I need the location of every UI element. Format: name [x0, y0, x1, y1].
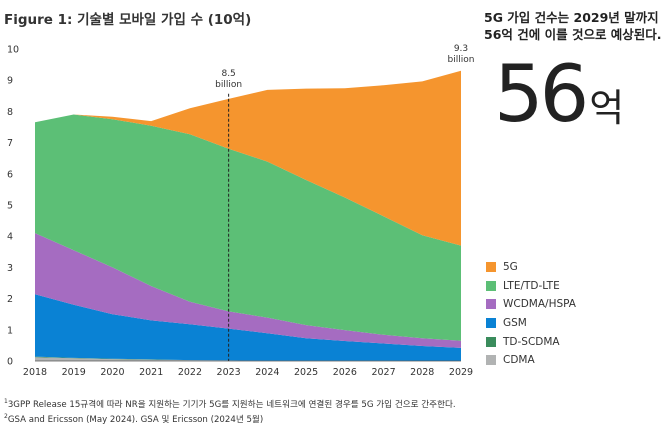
y-tick-label: 5 [7, 201, 13, 212]
y-tick-label: 7 [7, 138, 13, 149]
series-area-wcdma-hspa [35, 233, 461, 348]
series-area-5g [35, 70, 461, 246]
callout-big-figure: 56 억 [494, 50, 624, 140]
x-tick-label: 2019 [62, 367, 86, 378]
y-tick-label: 4 [7, 232, 13, 243]
y-tick-label: 2 [7, 294, 13, 305]
legend-swatch [486, 280, 496, 291]
x-tick-label: 2028 [410, 367, 434, 378]
footnotes: 13GPP Release 15규격에 따라 NR을 지원하는 기기가 5G를 … [4, 396, 564, 426]
series-area-lte-td-lte [35, 114, 461, 341]
legend-item-td-scdma: TD-SCDMA [486, 332, 576, 351]
legend-label: 5G [503, 261, 518, 274]
x-tick-label: 2022 [178, 367, 202, 378]
legend-item-lte-td-lte: LTE/TD-LTE [486, 277, 576, 296]
callout-big-unit: 억 [589, 86, 625, 130]
legend-label: CDMA [503, 354, 535, 367]
legend-label: WCDMA/HSPA [503, 298, 576, 311]
x-tick-label: 2018 [23, 367, 47, 378]
y-tick-label: 3 [7, 263, 13, 274]
x-tick-label: 2024 [255, 367, 279, 378]
callout-big-number: 56 [494, 50, 589, 140]
legend-item-5g: 5G [486, 258, 576, 277]
legend-item-gsm: GSM [486, 314, 576, 333]
x-tick-label: 2026 [333, 367, 357, 378]
annotation-value: 8.5 [221, 69, 235, 79]
legend-label: LTE/TD-LTE [503, 279, 560, 292]
footnote-1-text: 3GPP Release 15규격에 따라 NR을 지원하는 기기가 5G를 지… [7, 399, 456, 410]
legend-swatch [486, 318, 496, 329]
annotation-value: 9.3 [454, 44, 468, 54]
series-area-cdma [35, 357, 461, 361]
legend-swatch [486, 336, 496, 347]
y-tick-label: 6 [7, 169, 13, 180]
callout-headline: 5G 가입 건수는 2029년 말까지 56억 건에 이를 것으로 예상된다. [484, 10, 662, 42]
legend-swatch [486, 355, 496, 366]
annotation-unit: billion [448, 55, 475, 65]
y-tick-label: 8 [7, 107, 13, 118]
footnote-1: 13GPP Release 15규격에 따라 NR을 지원하는 기기가 5G를 … [4, 396, 564, 411]
legend-item-cdma: CDMA [486, 351, 576, 370]
x-tick-label: 2023 [217, 367, 241, 378]
x-tick-label: 2027 [371, 367, 395, 378]
y-tick-label: 10 [7, 45, 19, 56]
legend-label: GSM [503, 317, 527, 330]
chart-legend: 5G LTE/TD-LTE WCDMA/HSPA GSM TD-SCDMA CDMA [486, 258, 576, 370]
y-tick-label: 9 [7, 76, 13, 87]
y-tick-label: 1 [7, 325, 13, 336]
footnote-2: 2GSA and Ericsson (May 2024). GSA 및 Eric… [4, 411, 564, 426]
chart-title: Figure 1: 기술별 모바일 가입 수 (10억) [4, 12, 252, 28]
x-tick-label: 2021 [139, 367, 163, 378]
footnote-1-mark: 1 [4, 398, 8, 405]
y-tick-label: 0 [7, 357, 13, 368]
legend-swatch [486, 299, 496, 310]
legend-swatch [486, 262, 496, 273]
x-tick-label: 2029 [449, 367, 473, 378]
footnote-2-text: GSA and Ericsson (May 2024). GSA 및 Erics… [7, 414, 264, 425]
series-area-gsm [35, 294, 461, 361]
x-tick-label: 2020 [100, 367, 124, 378]
x-tick-label: 2025 [294, 367, 318, 378]
legend-item-wcdma-hspa: WCDMA/HSPA [486, 295, 576, 314]
legend-label: TD-SCDMA [503, 335, 560, 348]
annotation-unit: billion [215, 80, 242, 90]
footnote-2-mark: 2 [4, 412, 8, 420]
